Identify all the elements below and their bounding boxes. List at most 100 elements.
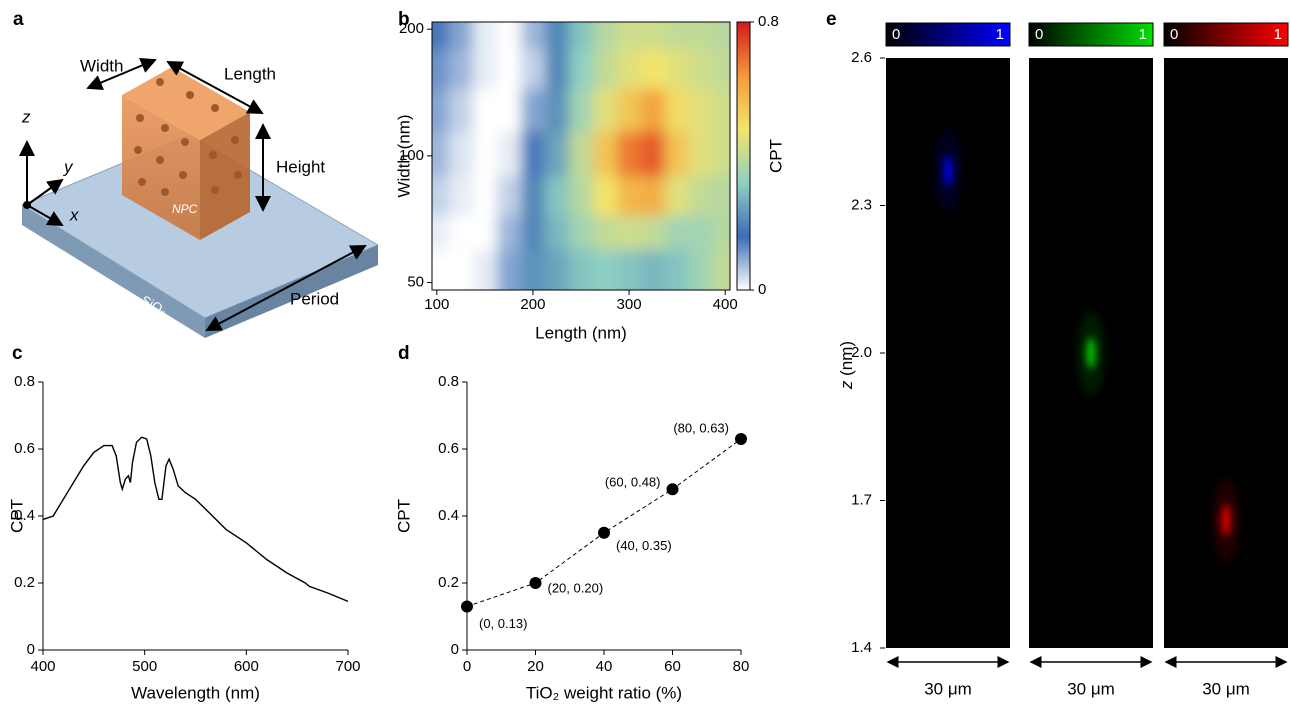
y-tick-label: 2.6 (851, 49, 872, 66)
heatmap-cell (544, 249, 570, 290)
y-tick-label: 50 (407, 274, 424, 291)
y-axis-var: z (837, 380, 856, 390)
y-tick-label: 1.7 (851, 491, 872, 508)
heatmap-cell (496, 22, 522, 51)
panel-label: b (398, 9, 410, 30)
colorbar (1163, 22, 1289, 47)
heatmap-cell (432, 88, 450, 133)
heatmap-cell (544, 215, 570, 251)
heatmap-cell (472, 249, 498, 290)
heatmap-cell (641, 249, 666, 290)
x-tick-label: 400 (713, 296, 738, 313)
y-tick-label: 0.6 (14, 440, 35, 457)
heatmap-cell (496, 249, 522, 290)
colorbar-label: CPT (766, 139, 785, 173)
heatmap (432, 22, 730, 290)
heatmap-cell (713, 131, 730, 177)
point-label: (20, 0.20) (548, 580, 604, 595)
y-tick-label: 200 (399, 20, 424, 37)
heatmap-cell (665, 88, 690, 133)
x-axis-label: TiO₂ weight ratio (%) (526, 683, 682, 702)
y-tick-label: 0.4 (14, 507, 35, 524)
heatmap-cell (593, 249, 618, 290)
y-tick-label: 0 (451, 641, 459, 658)
colorbar-tick-label: 1 (1139, 26, 1147, 43)
y-axis-label: CPT (7, 499, 26, 533)
colorbar-tick-label: 0 (892, 26, 900, 43)
point (666, 483, 679, 496)
heatmap-cell (520, 88, 546, 133)
heatmap-cell (593, 88, 618, 133)
heatmap-cell (472, 22, 498, 51)
heatmap-cell (665, 176, 690, 217)
heatmap-cell (520, 249, 546, 290)
point-label: (40, 0.35) (616, 538, 672, 553)
heatmap-cell (713, 49, 730, 90)
heatmap-cell (520, 176, 546, 217)
heatmap-cell (544, 88, 570, 133)
heatmap-cell (568, 131, 594, 177)
heatmap-cell (520, 22, 546, 51)
colorbar-tick-label: 1 (996, 26, 1004, 43)
point (598, 526, 610, 539)
heatmap-cell (568, 49, 594, 90)
colorbar (885, 22, 1011, 47)
heatmap-cell (689, 176, 714, 217)
heatmap-cell (641, 215, 666, 251)
heatmap-cell (593, 215, 618, 251)
heatmap-cell (448, 131, 474, 177)
heatmap-cell (665, 215, 690, 251)
focal-spot-halo (1077, 311, 1105, 395)
heatmap-cell (448, 215, 474, 251)
heatmap-cell (496, 176, 522, 217)
heatmap-cell (641, 131, 666, 177)
heatmap-cell (520, 215, 546, 251)
heatmap-cell (689, 215, 714, 251)
point (529, 577, 542, 589)
x-tick-label: 200 (520, 296, 545, 313)
heatmap-cell (520, 131, 546, 177)
x-tick-label: 400 (30, 658, 55, 675)
x-tick-label: 20 (527, 658, 544, 675)
y-tick-label: 0 (27, 641, 35, 658)
colorbar-tick-label: 0 (1035, 26, 1043, 43)
heatmap-cell (472, 49, 498, 90)
heatmap-cell (617, 131, 642, 177)
x-tick-label: 600 (234, 658, 259, 675)
substrate-side (22, 205, 205, 338)
heatmap-cell (568, 88, 594, 133)
y-tick-label: 0.2 (14, 574, 35, 591)
heatmap-cell (713, 88, 730, 133)
heatmap-cell (568, 249, 594, 290)
heatmap-cell (617, 22, 642, 51)
heatmap-cell (496, 49, 522, 90)
heatmap-cell (496, 88, 522, 133)
heatmap-cell (448, 22, 474, 51)
heatmap-cell (472, 88, 498, 133)
heatmap-cell (448, 176, 474, 217)
heatmap-cell (713, 176, 730, 217)
heatmap-cell (689, 249, 714, 290)
heatmap-cell (689, 22, 714, 51)
colorbar-tick-label: 0.8 (758, 13, 779, 30)
x-tick-label: 0 (463, 658, 471, 675)
heatmap-cell (665, 249, 690, 290)
heatmap-cell (448, 88, 474, 133)
y-tick-label: 0.2 (438, 574, 459, 591)
heatmap-cell (568, 215, 594, 251)
axis-label: z (21, 107, 31, 126)
scale-label: 30 μm (1067, 679, 1115, 698)
y-tick-label: 2.3 (851, 196, 872, 213)
y-tick-label: 1.4 (851, 639, 872, 656)
heatmap-cell (641, 49, 666, 90)
heatmap-cell (665, 22, 690, 51)
heatmap-cell (472, 176, 498, 217)
x-tick-label: 300 (617, 296, 642, 313)
label: Period (290, 289, 339, 308)
y-tick-label: 100 (399, 147, 424, 164)
heatmap-cell (544, 22, 570, 51)
heatmap-cell (617, 249, 642, 290)
heatmap-cell (448, 49, 474, 90)
y-tick-label: 2.0 (851, 344, 872, 361)
